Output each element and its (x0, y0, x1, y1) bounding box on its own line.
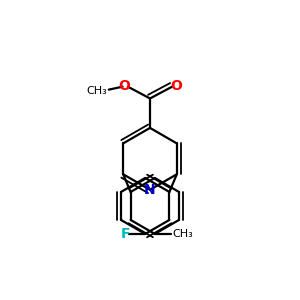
Text: O: O (170, 79, 182, 93)
Text: O: O (118, 79, 130, 93)
Text: N: N (144, 183, 156, 197)
Text: CH₃: CH₃ (172, 229, 193, 239)
Text: CH₃: CH₃ (87, 85, 107, 95)
Text: F: F (121, 227, 130, 241)
